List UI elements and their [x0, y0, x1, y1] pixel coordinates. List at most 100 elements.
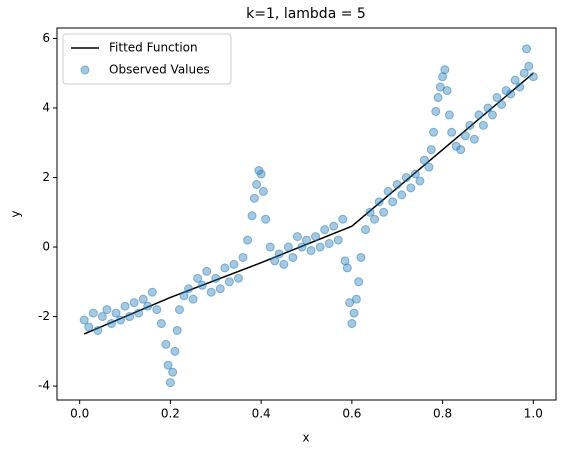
observed-point — [522, 44, 532, 54]
x-tick-label: 0.0 — [70, 407, 89, 421]
y-tick-label: 6 — [42, 31, 50, 45]
observed-point — [106, 319, 116, 329]
legend-box — [62, 33, 232, 85]
observed-point — [215, 284, 225, 294]
observed-point — [197, 280, 207, 290]
observed-point — [211, 273, 221, 283]
observed-point — [243, 235, 253, 245]
observed-point — [469, 134, 479, 144]
observed-point — [347, 319, 357, 329]
observed-point — [220, 263, 230, 273]
observed-point — [165, 378, 175, 388]
observed-point — [397, 190, 407, 200]
observed-point — [315, 242, 325, 252]
x-tick-label: 0.8 — [433, 407, 452, 421]
observed-point — [410, 169, 420, 179]
observed-point — [238, 252, 248, 262]
observed-point — [102, 305, 112, 315]
plot-frame — [56, 27, 557, 401]
observed-point — [79, 315, 89, 325]
observed-point — [233, 273, 243, 283]
observed-point — [351, 294, 361, 304]
observed-point — [247, 211, 257, 221]
observed-point — [120, 301, 130, 311]
observed-point — [392, 179, 402, 189]
observed-point — [401, 172, 411, 182]
observed-point — [229, 259, 239, 269]
observed-point — [261, 214, 271, 224]
observed-point — [152, 305, 162, 315]
observed-point — [184, 284, 194, 294]
observed-point — [84, 322, 94, 332]
observed-point — [483, 103, 493, 113]
observed-point — [374, 197, 384, 207]
observed-point — [492, 93, 502, 103]
observed-point — [442, 86, 452, 96]
x-tick-label: 0.2 — [161, 407, 180, 421]
y-tick-label: 0 — [42, 240, 50, 254]
observed-point — [440, 65, 450, 75]
observed-point — [465, 120, 475, 130]
observed-point — [288, 252, 298, 262]
observed-point — [193, 273, 203, 283]
observed-point — [365, 207, 375, 217]
observed-point — [474, 110, 484, 120]
observed-point — [249, 193, 259, 203]
observed-point — [433, 93, 443, 103]
observed-point — [168, 367, 178, 377]
observed-point — [431, 106, 441, 116]
observed-point — [172, 325, 182, 335]
observed-point — [320, 225, 330, 235]
observed-point — [116, 315, 126, 325]
observed-point — [306, 246, 316, 256]
observed-point — [129, 298, 139, 308]
observed-point — [415, 176, 425, 186]
y-tick-label: 2 — [42, 170, 50, 184]
observed-point — [524, 61, 534, 71]
observed-point — [360, 225, 370, 235]
observed-point — [274, 249, 284, 259]
observed-point — [156, 319, 166, 329]
observed-point — [354, 277, 364, 287]
observed-point — [188, 294, 198, 304]
observed-point — [349, 308, 359, 318]
observed-point — [224, 277, 234, 287]
observed-point — [283, 242, 293, 252]
observed-point — [497, 99, 507, 109]
observed-point — [487, 110, 497, 120]
chart-title: k=1, lambda = 5 — [246, 6, 366, 22]
observed-point — [111, 308, 121, 318]
observed-point — [460, 131, 470, 141]
observed-point — [388, 197, 398, 207]
observed-point — [424, 162, 434, 172]
observed-point — [170, 346, 180, 356]
observed-point — [510, 75, 520, 85]
observed-point — [324, 239, 334, 249]
observed-point — [342, 263, 352, 273]
observed-point — [447, 127, 457, 137]
y-axis-label: y — [9, 210, 23, 217]
observed-point — [163, 360, 173, 370]
legend-marker — [80, 65, 90, 75]
x-tick-label: 1.0 — [524, 407, 543, 421]
observed-point — [174, 305, 184, 315]
observed-point — [206, 287, 216, 297]
observed-point — [202, 266, 212, 276]
observed-point — [406, 183, 416, 193]
observed-point — [179, 291, 189, 301]
observed-point — [138, 294, 148, 304]
observed-point — [279, 259, 289, 269]
observed-point — [93, 325, 103, 335]
observed-point — [97, 312, 107, 322]
observed-point — [333, 235, 343, 245]
observed-point — [265, 242, 275, 252]
y-tick-label: 4 — [42, 100, 50, 114]
observed-point — [383, 186, 393, 196]
observed-point — [506, 89, 516, 99]
observed-point — [292, 232, 302, 242]
x-tick-label: 0.4 — [252, 407, 271, 421]
y-tick-label: -4 — [38, 379, 50, 393]
x-axis-label: x — [302, 431, 309, 445]
observed-point — [370, 214, 380, 224]
